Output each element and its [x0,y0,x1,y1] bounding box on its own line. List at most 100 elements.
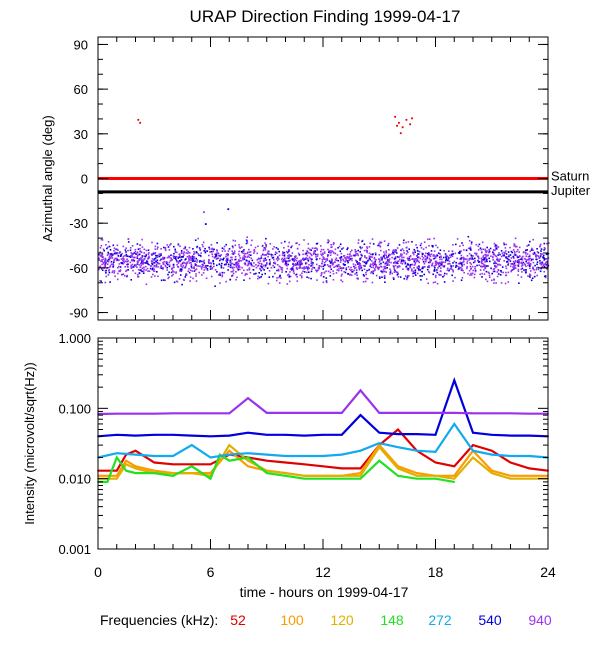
azimuth-point [387,260,389,263]
azimuth-point [511,263,513,265]
azimuth-point [408,248,410,250]
azimuth-point [288,241,290,244]
azimuth-point [109,249,112,251]
azimuth-point [172,263,175,266]
azimuth-point [183,254,185,256]
azimuth-point [394,251,396,253]
azimuth-point [343,255,346,257]
azimuth-point [291,259,294,261]
azimuth-point [369,242,371,245]
azimuth-point [385,271,387,273]
azimuth-point [440,255,442,258]
azimuth-point [216,271,218,273]
azimuth-point [179,259,181,262]
azimuth-point [226,261,228,263]
azimuth-point [98,257,100,260]
azimuth-point [437,252,440,254]
azimuth-point [263,258,265,260]
azimuth-point [183,247,185,250]
azimuth-point [513,264,515,267]
series-point-540khz [509,434,512,437]
azimuth-point [377,268,380,271]
azimuth-point [334,265,337,268]
azimuth-point [400,255,403,257]
azimuth-point [112,270,114,272]
azimuth-point [328,251,330,253]
azimuth-point [393,271,396,273]
azimuth-point [375,266,377,268]
azimuth-point [448,268,451,271]
azimuth-point [364,256,366,258]
azimuth-point [153,265,156,268]
azimuth-point [407,264,410,266]
azimuth-point [130,255,132,257]
series-point-540khz [284,433,287,436]
azimuth-point [283,255,286,257]
azimuth-point [496,257,499,260]
azimuth-point [431,264,433,267]
azimuth-point [296,248,299,250]
azimuth-point [529,274,532,276]
azimuth-point [525,269,527,271]
azimuth-point [236,267,239,269]
azimuth-point [119,269,122,271]
azimuth-point [315,269,317,271]
azimuth-point [166,244,169,246]
azimuth-point [454,252,457,255]
azimuth-point [194,262,197,265]
azimuth-point [177,243,180,245]
azimuth-point [219,255,221,257]
azimuth-point [174,251,177,253]
azimuth-point [464,258,467,260]
azimuth-point [279,274,281,277]
azimuth-point [258,258,260,260]
azimuth-point [267,255,269,258]
azimuth-point [541,266,544,268]
azimuth-point [438,261,441,264]
azimuth-point [120,258,123,260]
azimuth-point [542,254,545,257]
azimuth-point [225,263,228,265]
azimuth-point [329,275,332,277]
azimuth-point [394,260,396,263]
azimuth-point [334,248,337,251]
azimuth-point [500,270,502,272]
azimuth-point [346,260,349,262]
azimuth-point [347,261,349,264]
azimuth-point [251,259,254,262]
series-point-52khz [340,467,343,470]
azimuth-point [444,253,447,255]
azimuth-point [467,235,470,238]
azimuth-point [478,243,481,246]
azimuth-point [107,246,109,249]
azimuth-point [407,259,409,261]
azimuth-point [273,266,276,269]
azimuth-point [424,254,426,257]
azimuth-point [463,249,465,251]
series-point-120khz [490,472,493,474]
azimuth-point [362,264,365,267]
azimuth-point [546,268,548,270]
azimuth-point [306,254,309,257]
azimuth-point [231,253,234,255]
azimuth-point [104,260,107,263]
azimuth-point [360,247,362,250]
azimuth-point [332,272,335,275]
azimuth-point [490,267,492,270]
azimuth-point [153,261,155,264]
series-point-120khz [125,463,128,466]
azimuth-point [323,252,326,254]
azimuth-point [436,254,439,257]
azimuth-point [350,266,352,269]
azimuth-point [283,259,286,261]
azimuth-point [413,253,415,256]
azimuth-point [528,262,530,265]
azimuth-point [443,281,446,283]
azimuth-point [129,249,132,252]
azimuth-point [385,267,387,269]
azimuth-point [488,272,490,274]
series-point-120khz [303,474,306,477]
azimuth-point [425,259,428,261]
azimuth-point [118,263,121,265]
